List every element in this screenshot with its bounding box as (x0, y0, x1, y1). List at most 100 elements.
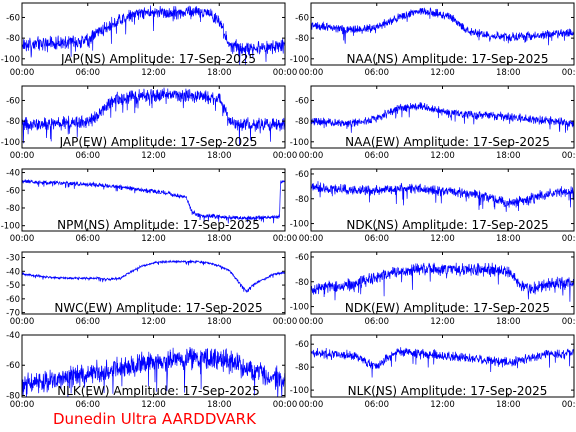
y-tick-label: -80 (295, 278, 309, 288)
chart-title: NDK(EW) Amplitude: 17-Sep-2025 (345, 301, 550, 315)
chart-title: JAP(NS) Amplitude: 17-Sep-2025 (60, 52, 256, 66)
x-tick-label: 06:00 (365, 317, 390, 327)
amplitude-series-line (311, 347, 574, 378)
x-tick-label: 18:00 (207, 400, 232, 410)
x-tick-label: 18:00 (496, 151, 521, 161)
y-tick-label: -60 (6, 295, 20, 305)
x-tick-label: 06:00 (76, 151, 101, 161)
x-tick-label: 12:00 (430, 151, 455, 161)
x-tick-label: 12:00 (430, 400, 455, 410)
y-tick-label: -80 (6, 117, 20, 127)
y-tick-label: -60 (295, 96, 309, 106)
x-tick-label: 12:00 (430, 68, 455, 78)
amplitude-series-line (22, 87, 285, 146)
y-tick-label: -60 (6, 13, 20, 23)
chart-panel: -60 -80 -100 00:00 06:00 12:00 18:00 00:00 JAP(N… (1, 2, 298, 78)
y-tick-label: -80 (6, 204, 20, 214)
x-tick-label: 06:00 (365, 400, 390, 410)
y-tick-label: -60 (295, 253, 309, 263)
chart-panel: -60 -80 -100 00:00 06:00 12:00 18:00 00:00 NAA(E… (290, 85, 576, 161)
x-tick-label: 18:00 (496, 400, 521, 410)
x-tick-label: 06:00 (365, 234, 390, 244)
y-tick-label: -60 (295, 340, 309, 350)
x-tick-label: 00:00 (10, 317, 35, 327)
y-tick-label: -100 (1, 55, 20, 65)
y-tick-label: -60 (6, 186, 20, 196)
x-tick-label: 12:00 (141, 68, 166, 78)
x-tick-label: 18:00 (207, 151, 232, 161)
y-tick-label: -80 (295, 117, 309, 127)
y-tick-label: -100 (290, 55, 309, 65)
x-tick-label: 00:00 (10, 234, 35, 244)
x-tick-label: 00:00 (273, 234, 298, 244)
y-tick-label: -60 (295, 170, 309, 180)
x-tick-label: 00:00 (299, 317, 324, 327)
x-tick-label: 00:00 (10, 68, 35, 78)
chart-title: NAA(EW) Amplitude: 17-Sep-2025 (345, 135, 550, 149)
x-tick-label: 06:00 (365, 151, 390, 161)
x-tick-label: 18:00 (496, 234, 521, 244)
chart-title: NLK(EW) Amplitude: 17-Sep-2025 (57, 384, 260, 398)
x-tick-label: 00:00 (562, 317, 576, 327)
x-tick-label: 00:00 (562, 400, 576, 410)
y-tick-label: -100 (290, 303, 309, 313)
chart-panel: -60 -80 -100 00:00 06:00 12:00 18:00 00:00 NDK(N… (290, 168, 576, 244)
x-tick-label: 06:00 (76, 234, 101, 244)
y-tick-label: -80 (295, 195, 309, 205)
amplitude-series-line (311, 181, 574, 212)
chart-panel: -60 -80 -100 00:00 06:00 12:00 18:00 00:00 NDK(E… (290, 251, 576, 327)
x-tick-label: 00:00 (299, 234, 324, 244)
chart-title: NWC(EW) Amplitude: 17-Sep-2025 (54, 301, 262, 315)
x-tick-label: 18:00 (496, 317, 521, 327)
amplitude-series-line (22, 5, 285, 65)
x-tick-label: 00:00 (562, 68, 576, 78)
chart-panel: -60 -80 -100 00:00 06:00 12:00 18:00 00:00 JAP(E… (1, 85, 297, 161)
x-tick-label: 18:00 (496, 68, 521, 78)
x-tick-label: 06:00 (76, 68, 101, 78)
x-tick-label: 06:00 (365, 68, 390, 78)
y-tick-label: -70 (6, 309, 20, 319)
y-tick-label: -80 (6, 34, 20, 44)
y-tick-label: -100 (1, 138, 20, 148)
y-tick-label: -60 (295, 13, 309, 23)
x-tick-label: 00:00 (299, 400, 324, 410)
chart-panel: -60 -80 -100 00:00 06:00 12:00 18:00 00:00 NAA(N… (290, 2, 576, 78)
x-tick-label: 12:00 (141, 151, 166, 161)
chart-title: NDK(NS) Amplitude: 17-Sep-2025 (346, 218, 548, 232)
amplitude-series-line (22, 179, 285, 224)
y-tick-label: -40 (6, 267, 20, 277)
y-tick-label: -80 (6, 391, 20, 401)
x-tick-label: 00:00 (273, 317, 298, 327)
x-tick-label: 12:00 (141, 317, 166, 327)
y-tick-label: -100 (290, 386, 309, 396)
panels: -60 -80 -100 00:00 06:00 12:00 18:00 00:00 JAP(N… (1, 2, 576, 410)
y-tick-label: -100 (1, 222, 20, 232)
x-tick-label: 00:00 (10, 151, 35, 161)
x-tick-label: 00:00 (273, 400, 298, 410)
x-tick-label: 00:00 (562, 151, 576, 161)
x-tick-label: 06:00 (76, 317, 101, 327)
x-tick-label: 00:00 (299, 68, 324, 78)
x-tick-label: 00:00 (273, 68, 298, 78)
y-tick-label: -40 (6, 169, 20, 179)
y-tick-label: -80 (295, 363, 309, 373)
chart-panel: -60 -80 -100 00:00 06:00 12:00 18:00 00:00 NLK(N… (290, 334, 576, 410)
y-tick-label: -40 (6, 331, 20, 341)
amplitude-series-line (311, 262, 574, 302)
x-tick-label: 18:00 (207, 68, 232, 78)
x-tick-label: 12:00 (430, 317, 455, 327)
x-tick-label: 12:00 (430, 234, 455, 244)
x-tick-label: 12:00 (141, 234, 166, 244)
chart-title: NAA(NS) Amplitude: 17-Sep-2025 (347, 52, 549, 66)
amplitude-series-line (22, 259, 285, 293)
y-tick-label: -100 (290, 220, 309, 230)
amplitude-series-line (311, 7, 574, 46)
amplitude-series-line (22, 346, 285, 397)
y-tick-label: -100 (290, 138, 309, 148)
y-tick-label: -60 (6, 96, 20, 106)
amplitude-series-line (311, 102, 574, 133)
y-tick-label: -60 (6, 361, 20, 371)
